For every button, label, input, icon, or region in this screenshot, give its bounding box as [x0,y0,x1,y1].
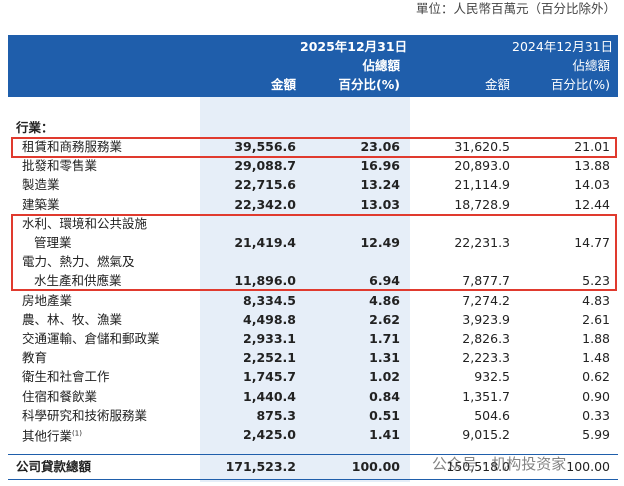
column-share-top: 佔總額 [572,58,610,73]
column-share-bottom: 百分比(%) [338,77,400,92]
total-value: 100.00 [566,459,610,474]
cell-value: 8,334.5 [243,292,296,308]
column-amount: 金額 [484,77,510,92]
cell-value: 2.61 [582,311,610,327]
cell-value: 1,745.7 [243,369,296,385]
cell-value: 22,342.0 [234,196,296,212]
cell-value: 4.86 [369,292,400,308]
cell-value: 0.51 [369,407,400,423]
cell-value: 0.84 [369,388,400,404]
row-label: 管理業 [34,235,72,250]
cell-value: 14.03 [574,177,610,193]
cell-value: 22,231.3 [454,235,510,250]
row-label: 製造業 [22,177,60,193]
highlight-box [11,137,617,158]
cell-value: 504.6 [474,407,510,423]
cell-value: 1,351.7 [462,388,510,404]
cell-value: 4,498.8 [243,311,296,327]
cell-value: 2,425.0 [243,427,296,442]
cell-value: 21.01 [574,139,610,154]
cell-value: 13.03 [360,196,400,212]
cell-value: 9,015.2 [462,427,510,442]
cell-value: 1,440.4 [243,388,296,404]
cell-value: 12.49 [360,235,400,250]
cell-value: 11,896.0 [234,273,296,289]
column-amount: 金額 [270,77,296,92]
row-label: 建築業 [22,196,60,212]
cell-value: 1.02 [369,369,400,385]
cell-value: 932.5 [474,369,510,385]
cell-value: 2.62 [369,311,400,327]
row-label: 水利、環境和公共設施 [22,215,148,231]
row-label: 租賃和商務服務業 [22,139,123,154]
header-band [8,35,618,97]
cell-value: 3,923.9 [462,311,510,327]
row-label: 交通運輸、倉儲和郵政業 [22,331,160,346]
watermark: 公众号 · 机构投资家 [432,455,567,473]
unit-note: 單位：人民幣百萬元（百分比除外） [415,1,616,16]
column-share-top: 佔總額 [362,58,400,73]
cell-value: 1.71 [369,331,400,346]
total-value: 171,523.2 [225,459,296,474]
cell-value: 1.48 [582,350,610,366]
row-label: 房地產業 [22,292,73,308]
cell-value: 13.24 [360,177,400,193]
cell-value: 14.77 [574,235,610,250]
cell-value: 2,826.3 [462,331,510,346]
footnote-mark: (1) [72,429,82,438]
cell-value: 31,620.5 [454,139,510,154]
cell-value: 12.44 [574,196,610,212]
cell-value: 21,419.4 [234,235,296,250]
cell-value: 0.33 [582,407,610,423]
cell-value: 6.94 [369,273,400,289]
column-share-bottom: 百分比(%) [550,77,610,92]
cell-value: 29,088.7 [234,158,296,174]
cell-value: 5.99 [582,427,610,442]
cell-value: 2,252.1 [243,350,296,366]
row-label: 衛生和社會工作 [22,369,110,385]
column-year: 2025年12月31日 [300,39,408,54]
cell-value: 23.06 [360,139,400,154]
row-label: 住宿和餐飲業 [22,388,98,404]
highlight-box [11,214,617,291]
cell-value: 39,556.6 [234,139,296,154]
cell-value: 875.3 [256,407,296,423]
total-value: 100.00 [351,459,400,474]
section-label: 行業： [16,120,54,135]
cell-value: 5.23 [582,273,610,289]
cell-value: 0.90 [582,388,610,404]
cell-value: 1.88 [582,331,610,346]
row-label: 批發和零售業 [22,158,98,174]
rule [8,479,618,480]
cell-value: 20,893.0 [454,158,510,174]
cell-value: 13.88 [574,158,610,174]
row-label: 科學研究和技術服務業 [22,407,148,423]
cell-value: 4.83 [582,292,610,308]
cell-value: 18,728.9 [454,196,510,212]
cell-value: 2,223.3 [462,350,510,366]
total-label: 公司貸款總額 [16,459,92,474]
cell-value: 1.31 [369,350,400,366]
rule [8,454,618,455]
cell-value: 2,933.1 [243,331,296,346]
cell-value: 22,715.6 [234,177,296,193]
total-value: 150,518.0 [446,459,510,474]
cell-value: 21,114.9 [454,177,510,193]
row-label: 電力、熱力、燃氣及 [22,254,135,270]
column-year: 2024年12月31日 [512,39,614,54]
row-label: 農、林、牧、漁業 [22,311,123,327]
cell-value: 0.62 [582,369,610,385]
cell-value: 7,877.7 [462,273,510,289]
cell-value: 1.41 [369,427,400,442]
cell-value: 16.96 [360,158,400,174]
row-label: 教育 [22,350,48,366]
cell-value: 7,274.2 [462,292,510,308]
row-label: 水生產和供應業 [34,273,122,289]
row-label: 其他行業(1) [22,428,82,444]
